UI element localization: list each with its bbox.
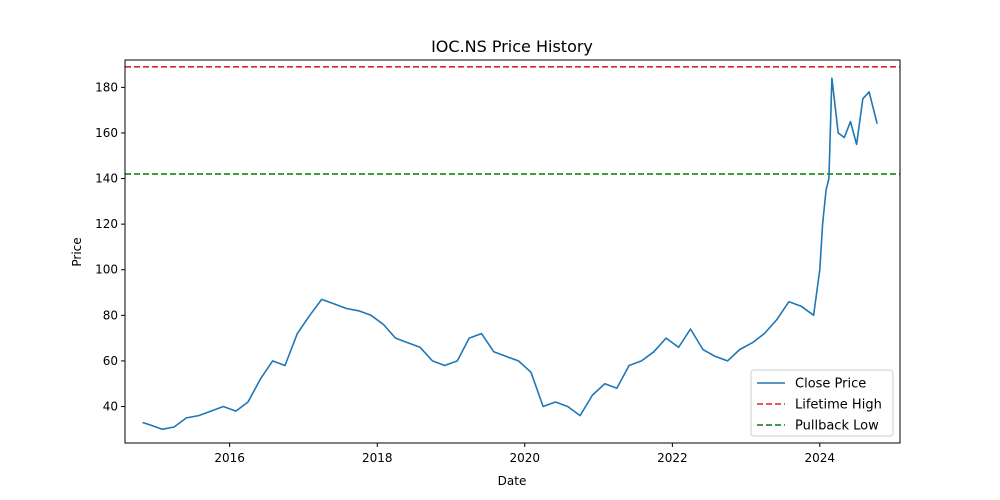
x-tick-label: 2020 <box>509 451 540 465</box>
x-axis: 2016 2018 2020 2022 2024 <box>214 443 835 465</box>
legend-label: Pullback Low <box>795 419 879 434</box>
y-tick-label: 40 <box>103 400 118 414</box>
y-axis-title: Price <box>70 237 84 266</box>
legend: Close Price Lifetime High Pullback Low <box>750 369 894 437</box>
x-tick-label: 2016 <box>214 451 245 465</box>
y-tick-label: 60 <box>103 354 118 368</box>
plot-area <box>124 59 901 444</box>
legend-label: Lifetime High <box>795 398 882 413</box>
x-tick-label: 2018 <box>362 451 393 465</box>
y-tick-label: 140 <box>95 172 118 186</box>
y-tick-label: 160 <box>95 126 118 140</box>
reference-lines <box>125 66 900 175</box>
legend-box <box>750 369 894 437</box>
y-tick-label: 100 <box>95 263 118 277</box>
plot-border <box>124 59 901 444</box>
y-tick-label: 80 <box>103 308 118 322</box>
y-axis: 40 60 80 100 120 140 160 180 <box>95 80 125 414</box>
x-tick-label: 2024 <box>805 451 836 465</box>
x-axis-title: Date <box>498 474 527 488</box>
legend-label: Close Price <box>795 377 866 392</box>
chart-title: IOC.NS Price History <box>431 37 593 56</box>
y-tick-label: 120 <box>95 217 118 231</box>
x-tick-label: 2022 <box>657 451 688 465</box>
y-tick-label: 180 <box>95 80 118 94</box>
series-lines <box>142 77 878 431</box>
close-price-line <box>142 77 878 431</box>
